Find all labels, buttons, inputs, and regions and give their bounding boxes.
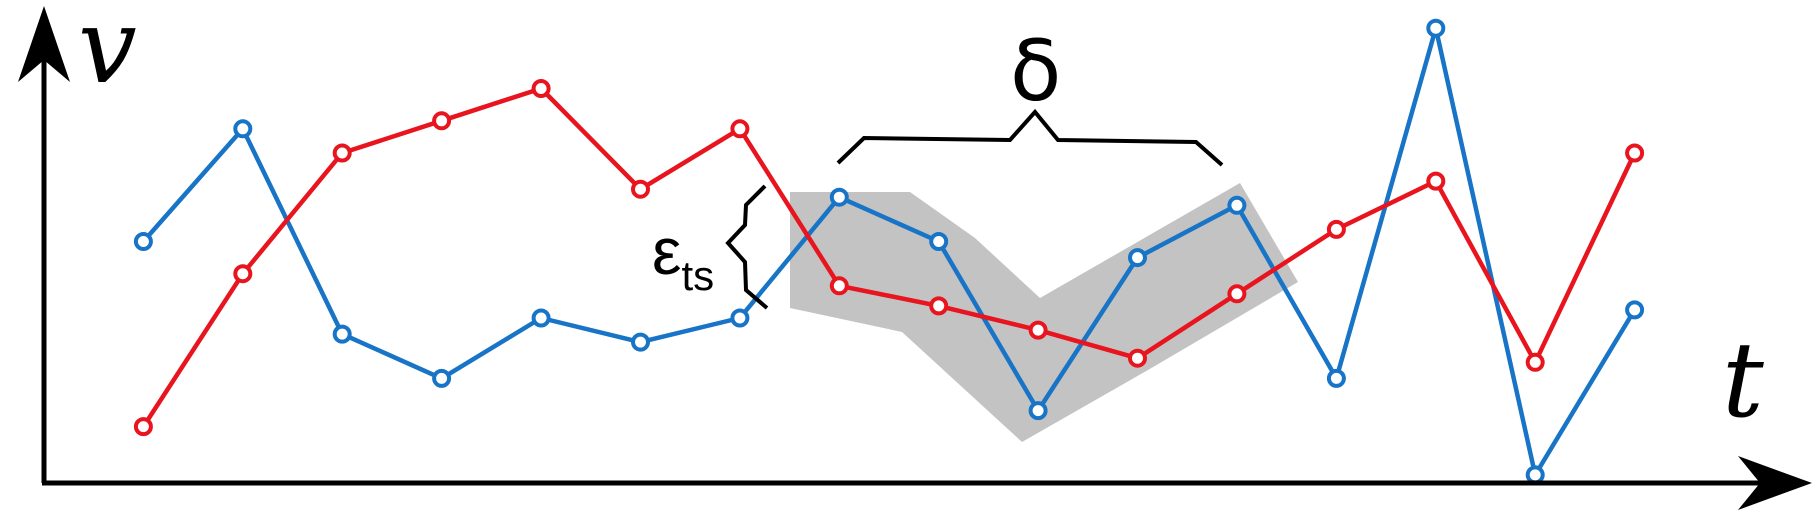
series-blue-point	[1326, 368, 1346, 388]
series-blue-point	[929, 232, 949, 251]
x-axis-arrowhead	[1738, 456, 1812, 510]
series-red-point	[1128, 348, 1147, 368]
x-axis-label: t	[1722, 319, 1764, 441]
series-blue-point	[1227, 195, 1247, 215]
window-label: δ	[1010, 22, 1061, 120]
series-blue-point	[1525, 465, 1545, 485]
window-brace-path	[836, 108, 1224, 167]
series-blue-point	[1128, 248, 1147, 268]
y-axis-label: v	[78, 0, 137, 107]
series-blue-point	[233, 119, 253, 139]
matching-window-band	[790, 183, 1298, 442]
series-blue-point	[432, 368, 452, 388]
axes: v t	[18, 0, 1812, 510]
series-red-point	[1625, 143, 1645, 163]
series-red-point	[332, 143, 352, 163]
series-red-point	[1326, 219, 1346, 239]
series-blue-point	[829, 187, 849, 207]
series-red-point	[730, 119, 750, 139]
series-blue-point	[631, 332, 650, 352]
series-red-point	[1028, 320, 1048, 340]
series-blue-point	[1028, 401, 1048, 421]
series-red-point	[432, 111, 452, 131]
series-red-point	[133, 417, 153, 437]
series-red-point	[531, 79, 551, 98]
series-red-point	[929, 296, 949, 316]
series-red-point	[233, 264, 253, 284]
tolerance-label-subscript: ts	[681, 252, 714, 299]
series-blue-point	[332, 324, 352, 344]
series-red-point	[829, 276, 849, 296]
series-blue-point	[1426, 18, 1446, 38]
y-axis-arrowhead	[18, 6, 70, 82]
series-blue-point	[133, 232, 153, 251]
window-brace: δ	[836, 22, 1224, 167]
series-red-point	[1227, 284, 1247, 304]
series-layer	[133, 18, 1645, 485]
series-blue-point	[730, 308, 750, 328]
series-red-point	[631, 179, 650, 199]
series-blue-point	[1625, 300, 1645, 320]
tolerance-label: εts	[652, 214, 714, 299]
series-red-point	[1426, 171, 1446, 191]
series-red-line	[141, 86, 1637, 428]
tolerance-brace-path	[725, 184, 769, 310]
series-red-point	[1525, 352, 1545, 372]
tolerance-brace: εts	[652, 184, 769, 310]
series-blue-point	[531, 308, 551, 328]
tolerance-label-main: ε	[652, 214, 681, 288]
